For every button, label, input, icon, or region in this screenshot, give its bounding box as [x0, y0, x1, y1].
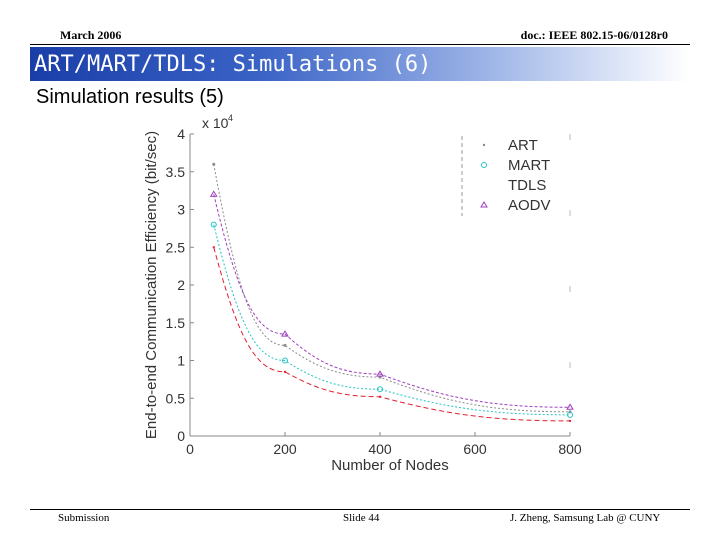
y-tick-label: 0 [177, 428, 185, 444]
data-point [212, 162, 216, 166]
y-multiplier-exponent: 4 [228, 113, 233, 123]
y-tick-label: 2 [177, 277, 185, 293]
x-tick-label: 200 [273, 441, 297, 457]
header-rule [30, 44, 690, 45]
header-date: March 2006 [60, 28, 122, 42]
legend-label-art: ART [508, 137, 538, 154]
slide-subtitle: Simulation results (5) [36, 86, 224, 108]
data-point [283, 343, 287, 347]
data-point [566, 403, 574, 410]
data-point [282, 357, 288, 364]
y-tick-label: 1 [177, 353, 185, 369]
x-tick-label: 600 [463, 441, 487, 457]
x-tick-label: 800 [558, 441, 582, 457]
x-tick-label: 400 [368, 441, 392, 457]
x-tick-label: 0 [186, 441, 194, 457]
legend-label-mart: MART [508, 157, 550, 174]
data-point [212, 246, 215, 249]
y-multiplier-label: x 10 [202, 115, 229, 131]
y-axis-label: End-to-end Communication Efficiency (bit… [143, 131, 160, 439]
legend-label-aodv: AODV [508, 197, 551, 214]
header-doc-id: doc.: IEEE 802.15-06/0128r0 [520, 28, 668, 42]
data-point [569, 419, 571, 422]
footer-submission: Submission [58, 512, 110, 524]
legend-label-tdls: TDLS [508, 177, 546, 194]
x-axis-label: Number of Nodes [331, 457, 449, 474]
data-point [210, 221, 217, 228]
y-tick-label: 3.5 [166, 164, 186, 180]
y-tick-label: 0.5 [166, 390, 186, 406]
series-line-aodv [213, 194, 571, 408]
series-line-mart [213, 224, 571, 416]
title-bar [30, 47, 690, 81]
data-point [567, 411, 573, 418]
data-point [284, 370, 286, 373]
footer-author: J. Zheng, Samsung Lab @ CUNY [510, 512, 661, 524]
series-line-art [213, 164, 571, 413]
slide-title: ART/MART/TDLS: Simulations (6) [34, 52, 432, 77]
data-point [379, 395, 381, 398]
y-tick-label: 3 [177, 202, 185, 218]
data-point [377, 386, 383, 393]
data-point [281, 330, 289, 337]
data-point [376, 370, 384, 377]
data-point [209, 190, 218, 197]
legend-marker [480, 201, 488, 208]
y-tick-label: 2.5 [166, 239, 186, 255]
y-tick-label: 4 [177, 126, 185, 142]
footer-rule [30, 509, 690, 510]
legend-marker [482, 143, 486, 147]
series-line-tdls [213, 247, 571, 422]
footer-slide-number: Slide 44 [343, 512, 380, 524]
y-tick-label: 1.5 [166, 315, 186, 331]
legend-marker [481, 162, 487, 168]
